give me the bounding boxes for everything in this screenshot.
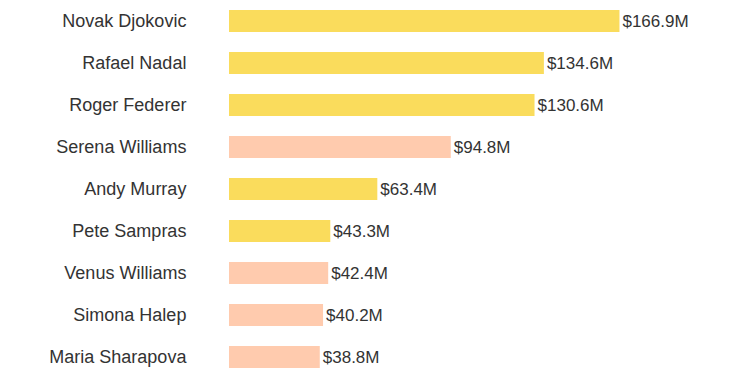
svg-text:Andy Murray: Andy Murray bbox=[84, 179, 186, 199]
svg-text:$94.8M: $94.8M bbox=[454, 138, 511, 157]
svg-text:Serena Williams: Serena Williams bbox=[56, 137, 186, 157]
svg-text:Venus Williams: Venus Williams bbox=[64, 263, 186, 283]
svg-text:$40.2M: $40.2M bbox=[326, 306, 383, 325]
svg-text:Maria Sharapova: Maria Sharapova bbox=[49, 347, 187, 367]
svg-text:Rafael Nadal: Rafael Nadal bbox=[82, 53, 186, 73]
svg-text:$43.3M: $43.3M bbox=[333, 222, 390, 241]
svg-text:$42.4M: $42.4M bbox=[331, 264, 388, 283]
svg-text:Roger Federer: Roger Federer bbox=[69, 95, 186, 115]
svg-text:$63.4M: $63.4M bbox=[380, 180, 437, 199]
svg-text:Novak Djokovic: Novak Djokovic bbox=[62, 11, 186, 31]
svg-text:Simona Halep: Simona Halep bbox=[73, 305, 186, 325]
svg-text:$166.9M: $166.9M bbox=[622, 12, 688, 31]
svg-text:$134.6M: $134.6M bbox=[547, 54, 613, 73]
svg-text:Pete Sampras: Pete Sampras bbox=[72, 221, 186, 241]
svg-text:$38.8M: $38.8M bbox=[323, 348, 380, 367]
svg-text:$130.6M: $130.6M bbox=[538, 96, 604, 115]
